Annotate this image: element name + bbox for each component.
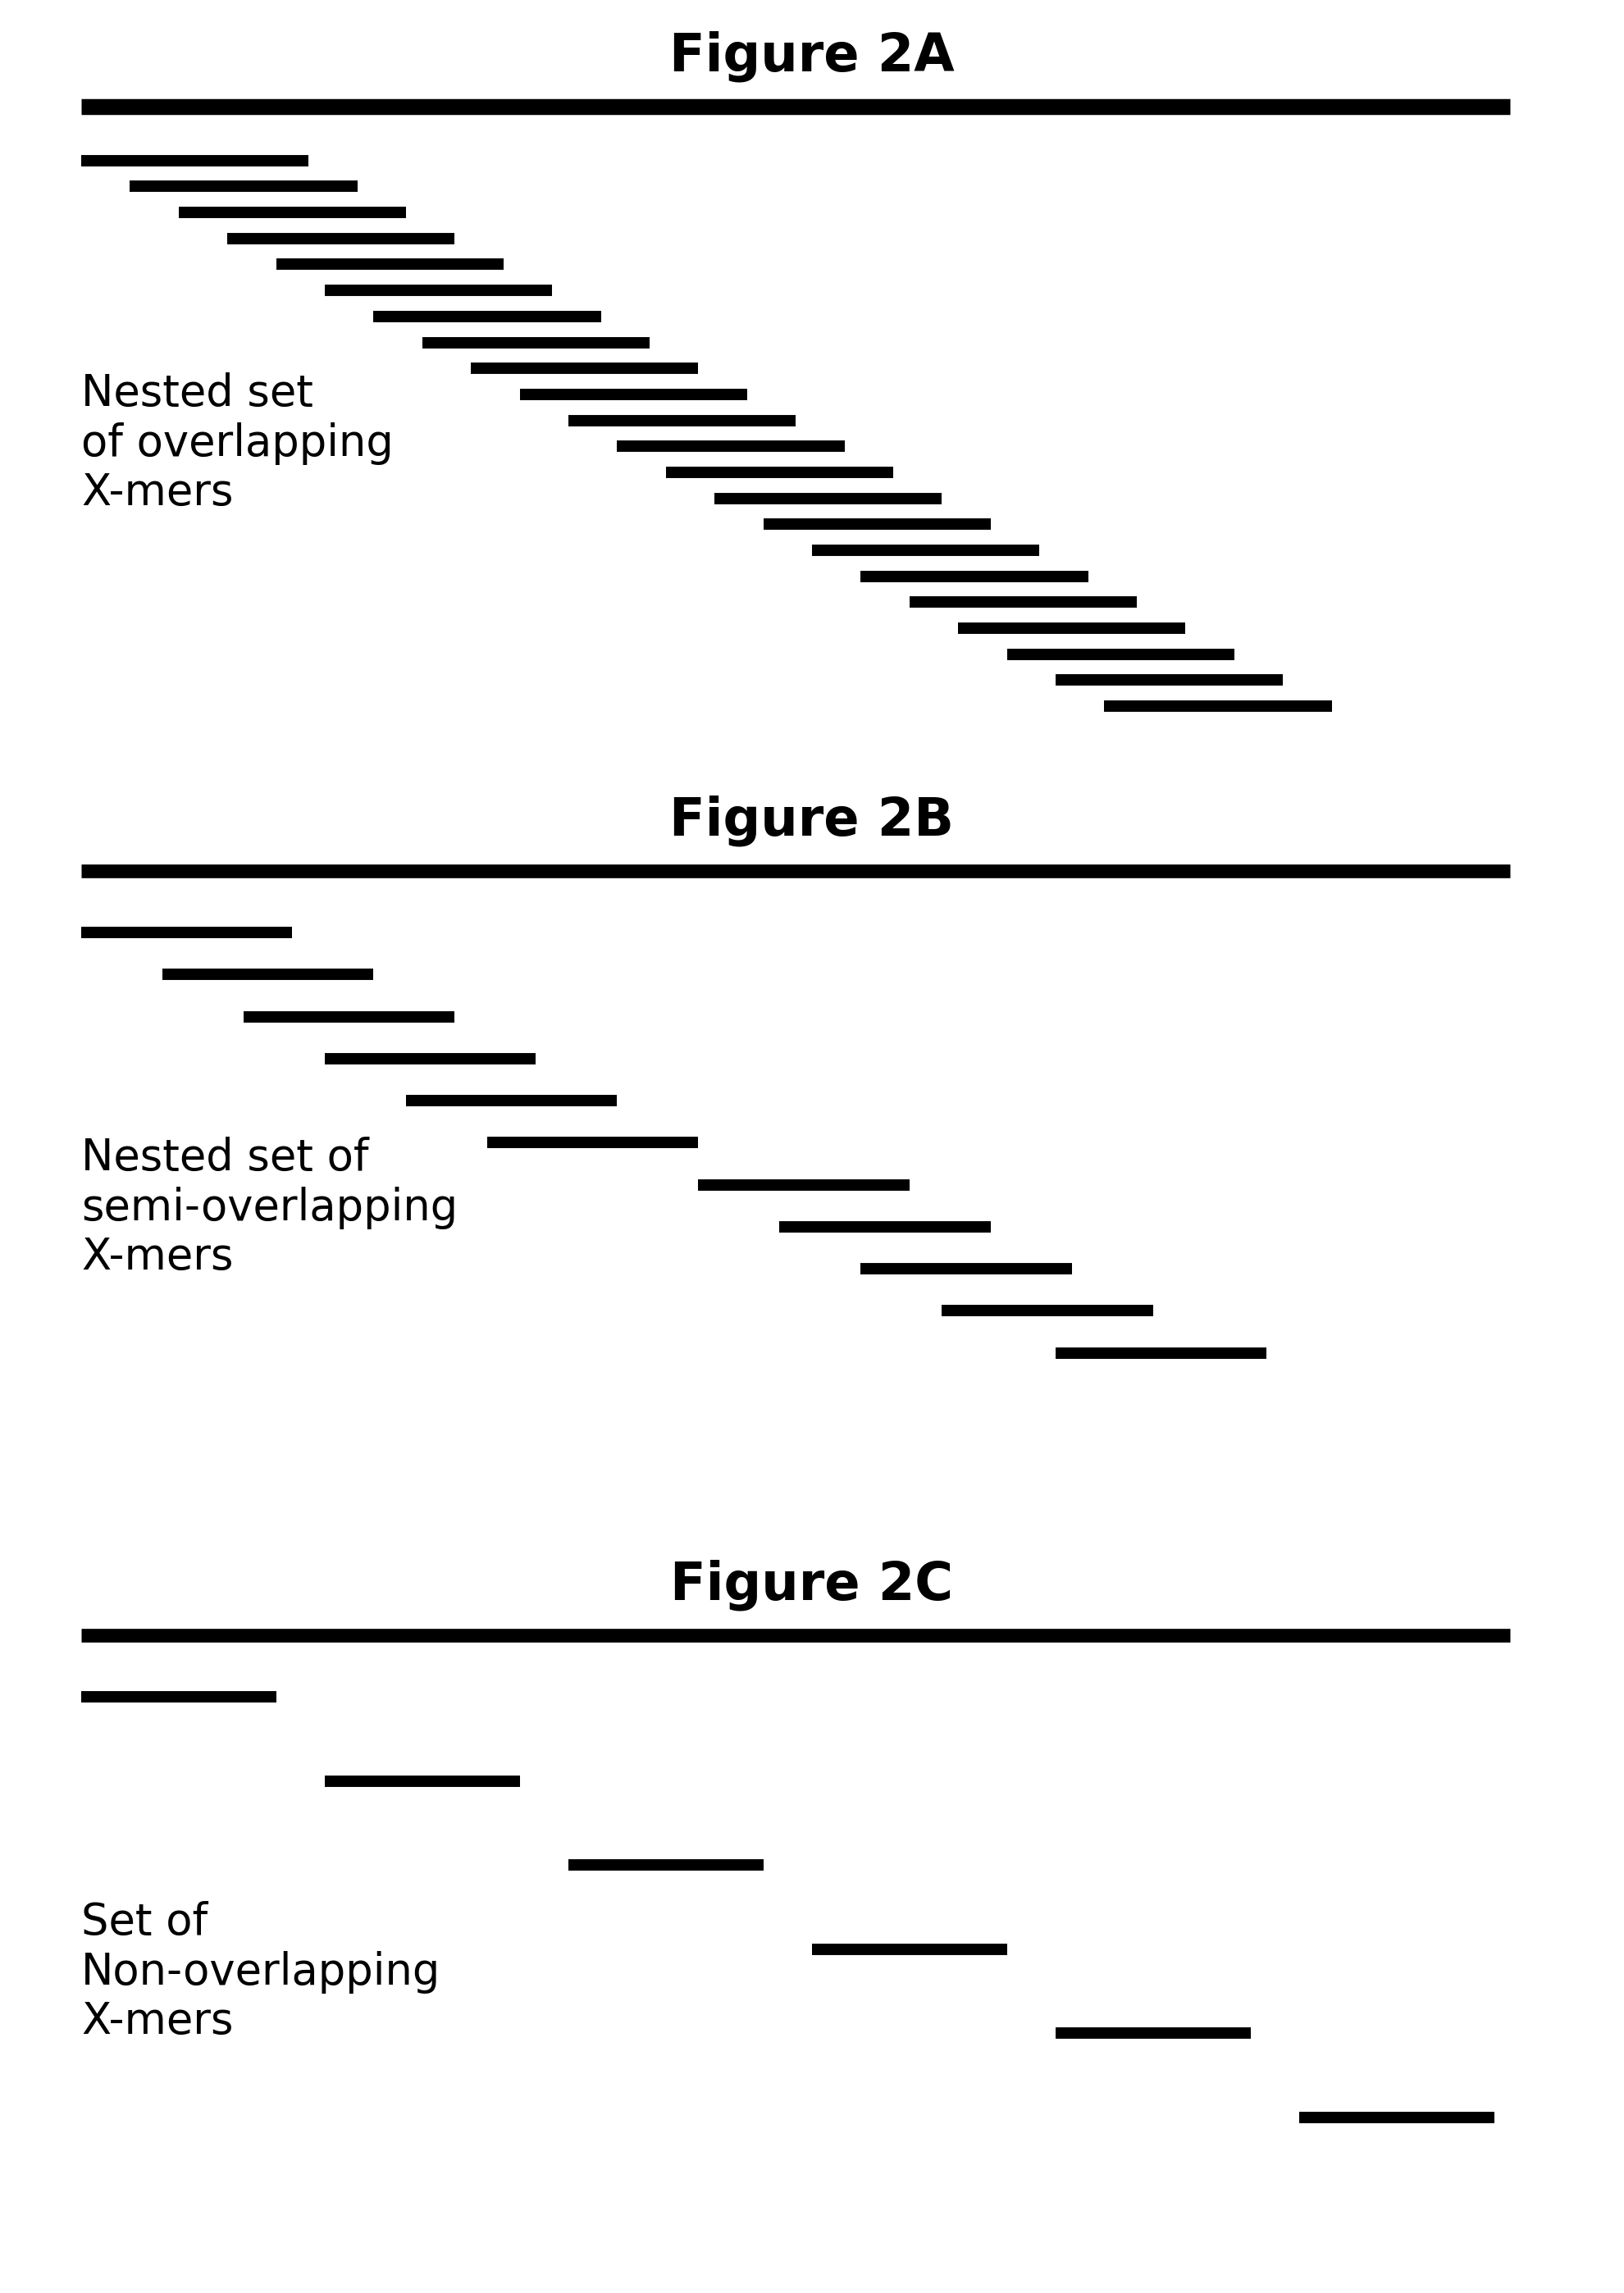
Text: Figure 2B: Figure 2B <box>669 796 955 846</box>
Text: Figure 2C: Figure 2C <box>671 1559 953 1610</box>
Text: Nested set of
semi-overlapping
X-mers: Nested set of semi-overlapping X-mers <box>81 1137 458 1277</box>
Text: Nested set
of overlapping
X-mers: Nested set of overlapping X-mers <box>81 374 393 514</box>
Text: Set of
Non-overlapping
X-mers: Set of Non-overlapping X-mers <box>81 1901 440 2043</box>
Text: Figure 2A: Figure 2A <box>669 30 955 83</box>
